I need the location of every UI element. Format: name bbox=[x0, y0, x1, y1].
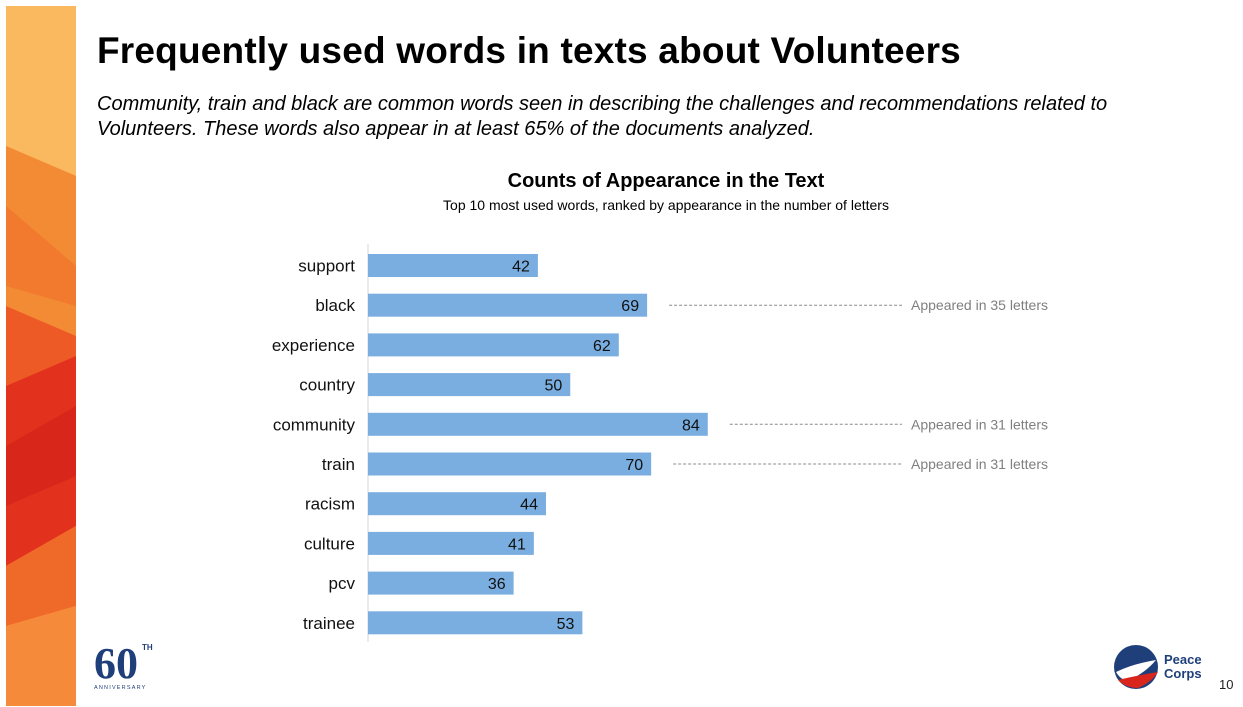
category-label: experience bbox=[272, 336, 355, 355]
data-label: 44 bbox=[520, 497, 538, 514]
data-label: 36 bbox=[488, 576, 506, 593]
bar bbox=[368, 254, 538, 277]
annotation-text: Appeared in 31 letters bbox=[911, 416, 1048, 432]
category-label: country bbox=[299, 376, 355, 395]
category-label: trainee bbox=[303, 614, 355, 633]
annotation-text: Appeared in 35 letters bbox=[911, 297, 1048, 313]
category-label: black bbox=[315, 296, 355, 315]
data-label: 69 bbox=[621, 298, 639, 315]
chart-title: Counts of Appearance in the Text bbox=[508, 170, 825, 192]
data-label: 62 bbox=[593, 338, 611, 355]
data-label: 41 bbox=[508, 536, 526, 553]
slide-subtitle: Community, train and black are common wo… bbox=[97, 93, 1108, 140]
data-label: 70 bbox=[625, 457, 643, 474]
anniversary-number: 60 bbox=[94, 639, 138, 688]
bar bbox=[368, 571, 514, 595]
brand-line-1: Peace bbox=[1164, 652, 1202, 667]
category-label: train bbox=[322, 455, 355, 474]
category-label: racism bbox=[305, 495, 355, 514]
bar bbox=[368, 333, 619, 357]
anniversary-suffix: TH bbox=[142, 643, 153, 652]
data-label: 42 bbox=[512, 259, 530, 276]
anniversary-logo: 60 TH ANNIVERSARY bbox=[92, 636, 167, 696]
chart-subtitle: Top 10 most used words, ranked by appear… bbox=[443, 197, 889, 213]
category-label: pcv bbox=[329, 574, 356, 593]
category-label: community bbox=[273, 415, 356, 434]
anniversary-word: ANNIVERSARY bbox=[94, 685, 147, 691]
slide-title: Frequently used words in texts about Vol… bbox=[97, 30, 961, 71]
bar bbox=[368, 452, 652, 476]
bar bbox=[368, 611, 583, 635]
data-label: 50 bbox=[544, 378, 562, 395]
peace-corps-logo: Peace Corps bbox=[1112, 642, 1212, 692]
bar bbox=[368, 373, 571, 397]
page-number: 10 bbox=[1219, 677, 1234, 692]
bar bbox=[368, 293, 648, 317]
category-label: support bbox=[298, 257, 355, 276]
data-label: 53 bbox=[557, 616, 575, 633]
brand-line-2: Corps bbox=[1164, 666, 1202, 681]
data-label: 84 bbox=[682, 417, 700, 434]
bar bbox=[368, 412, 708, 436]
annotation-text: Appeared in 31 letters bbox=[911, 456, 1048, 472]
category-label: culture bbox=[304, 534, 355, 553]
bar bbox=[368, 531, 534, 555]
dove-icon bbox=[1116, 660, 1156, 681]
bar bbox=[368, 492, 546, 516]
decorative-side-band bbox=[6, 6, 76, 706]
